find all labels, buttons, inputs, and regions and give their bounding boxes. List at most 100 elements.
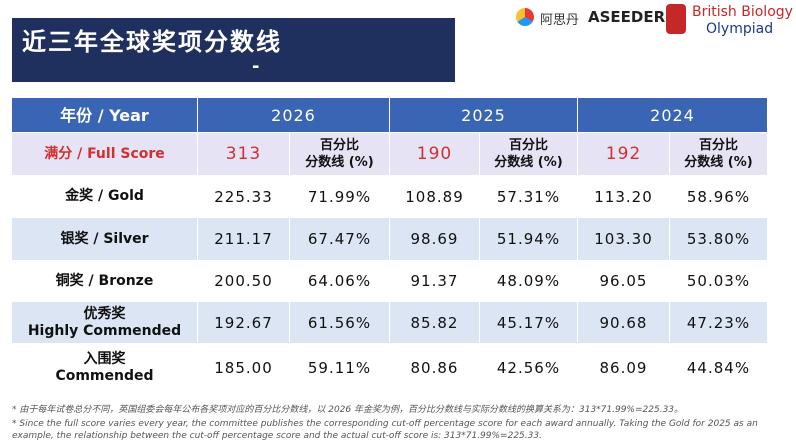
label-line: Highly Commended [27, 322, 182, 339]
value-cell: 86.09 [578, 344, 670, 392]
full-score: 190 [390, 133, 480, 176]
header-cell: 2025 [390, 98, 578, 133]
title-banner [12, 18, 455, 82]
value: 103.30 [594, 230, 653, 248]
value: 57.31% [496, 187, 561, 206]
value-cell: 85.82 [390, 302, 480, 344]
value-cell: 91.37 [390, 261, 480, 302]
value: 96.05 [599, 272, 648, 290]
label-line: 银奖 / Silver [60, 230, 149, 247]
pct-header-line: 百分比 [698, 138, 738, 153]
row-label: 入围奖 Commended [12, 344, 198, 392]
value-cell: 42.56% [480, 344, 578, 392]
value: 192.67 [214, 313, 273, 332]
label-line: 金奖 / Gold [65, 188, 144, 204]
value: 44.84% [686, 358, 751, 377]
value: 91.37 [410, 272, 459, 290]
header-cell: 年份 / Year [12, 98, 198, 133]
value-cell: 103.30 [578, 218, 670, 261]
header-year: 2024 [650, 105, 695, 125]
value-cell: 50.03% [670, 261, 768, 302]
value: 225.33 [214, 187, 273, 206]
bbo-line1: British Biology [692, 4, 793, 20]
value: 85.82 [410, 313, 459, 332]
value: 42.56% [496, 358, 561, 377]
value: 200.50 [214, 272, 273, 290]
value-cell: 192.67 [198, 302, 290, 344]
value-cell: 225.33 [198, 176, 290, 218]
value: 211.17 [214, 230, 273, 248]
value: 59.11% [307, 358, 372, 377]
value-cell: 47.23% [670, 302, 768, 344]
pct-header-line: 百分比 [319, 138, 359, 153]
label: 满分 / Full Score [44, 145, 165, 162]
logo-cn: 阿思丹 [540, 13, 580, 28]
row-label: 优秀奖 Highly Commended [12, 302, 198, 344]
value-cell: 96.05 [578, 261, 670, 302]
full-score: 192 [578, 133, 670, 176]
value-cell: 59.11% [290, 344, 390, 392]
value-cell: 48.09% [480, 261, 578, 302]
value: 113.20 [594, 187, 653, 206]
bbo-line2: Olympiad [706, 21, 774, 37]
value: 80.86 [410, 358, 459, 377]
header-label: 年份 / Year [60, 105, 149, 125]
value: 45.17% [496, 313, 561, 332]
header-year: 2025 [461, 105, 506, 125]
value: 61.56% [307, 313, 372, 332]
value-cell: 44.84% [670, 344, 768, 392]
value-cell: 64.06% [290, 261, 390, 302]
value-cell: 108.89 [390, 176, 480, 218]
title: 近三年全球奖项分数线 [22, 28, 282, 56]
value-cell: 51.94% [480, 218, 578, 261]
value: 108.89 [405, 187, 464, 206]
value-cell: 67.47% [290, 218, 390, 261]
header-cell: 2024 [578, 98, 768, 133]
value: 53.80% [686, 230, 751, 248]
value: 71.99% [307, 187, 372, 206]
value-cell: 57.31% [480, 176, 578, 218]
value: 67.47% [307, 230, 372, 248]
value: 47.23% [686, 313, 751, 332]
pct-header-line: 百分比 [508, 138, 548, 153]
footnote-cn: * 由于每年试卷总分不同，英国组委会每年公布各奖项对应的百分比分数线，以 202… [12, 405, 684, 415]
value: 185.00 [214, 358, 273, 377]
value: 51.94% [496, 230, 561, 248]
full-score-label: 满分 / Full Score [12, 133, 198, 176]
value-cell: 113.20 [578, 176, 670, 218]
value-cell: 98.69 [390, 218, 480, 261]
pct-header: 百分比分数线 (%) [480, 133, 578, 176]
footnote-en: * Since the full score varies every year… [12, 419, 758, 441]
label-line: 入围奖 [83, 350, 126, 367]
value: 58.96% [686, 187, 751, 206]
value-cell: 185.00 [198, 344, 290, 392]
logo-en: ASEEDER [588, 8, 666, 26]
value: 98.69 [410, 230, 459, 248]
score: 190 [416, 144, 453, 164]
value: 64.06% [307, 272, 372, 290]
value-cell: 80.86 [390, 344, 480, 392]
value-cell: 200.50 [198, 261, 290, 302]
pct-header-line: 分数线 (%) [494, 155, 563, 170]
title-dash: - [252, 56, 260, 77]
value: 48.09% [496, 272, 561, 290]
value-cell: 211.17 [198, 218, 290, 261]
header-cell: 2026 [198, 98, 390, 133]
aseeder-icon [516, 8, 534, 26]
label-line: 铜奖 / Bronze [55, 272, 154, 289]
bbo-icon [666, 4, 686, 34]
value-cell: 90.68 [578, 302, 670, 344]
pct-header-line: 分数线 (%) [684, 155, 753, 170]
header-year: 2026 [271, 105, 316, 125]
value-cell: 61.56% [290, 302, 390, 344]
score: 313 [225, 144, 262, 164]
row-label: 金奖 / Gold [12, 176, 198, 218]
pct-header-line: 分数线 (%) [305, 155, 374, 170]
value: 86.09 [599, 358, 648, 377]
full-score: 313 [198, 133, 290, 176]
score: 192 [605, 144, 642, 164]
label-line: 优秀奖 [83, 305, 126, 322]
value-cell: 58.96% [670, 176, 768, 218]
value-cell: 45.17% [480, 302, 578, 344]
